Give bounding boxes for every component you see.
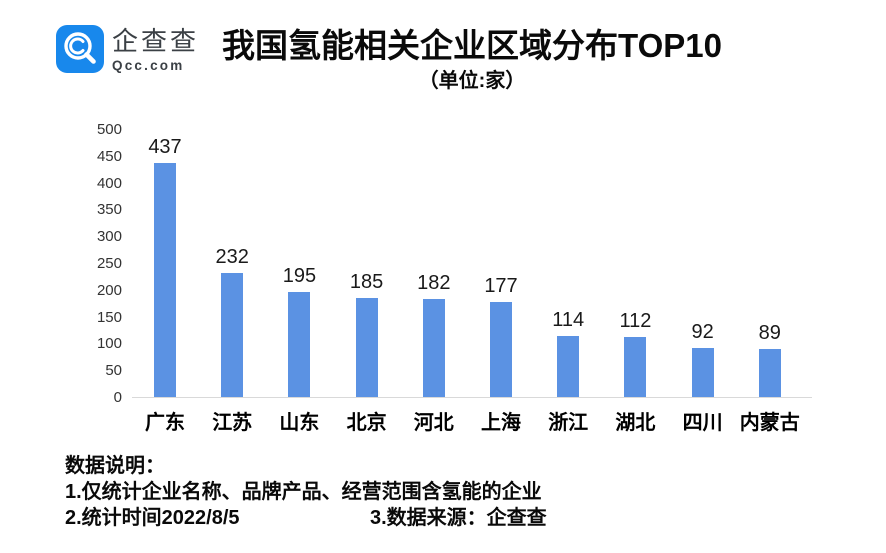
logo-text-block: 企查查 Qcc.com [112,26,199,73]
y-tick-label: 350 [96,201,122,219]
bar-value-label: 92 [691,321,714,343]
bar-value-label: 114 [552,309,585,331]
x-axis-label: 江苏 [212,412,253,434]
x-axis-label: 北京 [346,412,387,434]
x-axis-baseline [132,397,812,398]
footer-note-row: 2.统计时间2022/8/5 3.数据来源：企查查 [65,506,547,531]
bar-上海 [490,302,512,397]
y-tick-label: 200 [96,281,122,299]
footer-note-3: 3.数据来源：企查查 [370,507,547,529]
plot-area: 437 232 195 185 182 177 114 112 92 89 [132,130,812,398]
x-axis-label: 广东 [145,412,185,434]
bar-value-label: 232 [215,246,249,268]
footer-note-1: 1.仅统计企业名称、品牌产品、经营范围含氢能的企业 [65,481,542,503]
bar-浙江 [557,336,580,397]
y-tick-label: 100 [96,335,122,353]
bar-value-label: 185 [349,271,384,293]
y-tick-label: 400 [96,174,122,192]
bar-湖北 [624,337,647,397]
bar-value-label: 89 [758,322,781,344]
title-block: 我国氢能相关企业区域分布TOP10 （单位:家） [222,24,722,94]
bar-河北 [422,299,445,397]
x-axis-label: 山东 [279,412,320,434]
y-tick-label: 250 [96,255,122,272]
y-axis: 0 50 100 150 200 250 300 350 400 450 500 [64,121,122,406]
brand-name: 企查查 [112,26,200,56]
x-axis: 广东 江苏 山东 北京 河北 上海 浙江 湖北 四川 内蒙古 [132,410,812,440]
y-tick-label: 300 [96,228,122,246]
bar-山东 [288,292,311,397]
y-tick-label: 500 [96,121,122,138]
x-axis-label: 河北 [413,412,454,434]
bar-value-label: 177 [484,275,518,297]
x-axis-label: 湖北 [615,412,656,434]
brand-domain: Qcc.com [112,58,185,73]
bar-江苏 [221,273,244,397]
bar-value-label: 182 [417,272,451,294]
y-tick-label: 150 [96,308,122,326]
bar-广东 [154,163,176,397]
bar-北京 [355,298,378,397]
bar-value-label: 195 [282,265,317,287]
y-tick-label: 0 [113,389,122,406]
x-axis-label: 内蒙古 [739,412,800,434]
unit-subtitle: （单位:家） [418,70,526,92]
footer-heading: 数据说明： [65,455,165,477]
x-axis-label: 浙江 [548,412,589,434]
y-tick-label: 50 [105,362,122,380]
y-tick-label: 450 [96,147,122,165]
footer-note-2: 2.统计时间2022/8/5 [65,507,240,529]
bar-value-label: 112 [619,310,652,332]
x-axis-label: 四川 [682,412,723,434]
page-title: 我国氢能相关企业区域分布TOP10 [222,27,722,64]
x-axis-label: 上海 [481,412,521,434]
bar-四川 [691,348,714,397]
qcc-logo-magnifier-icon [56,25,104,73]
bar-内蒙古 [758,349,781,397]
bar-value-label: 437 [148,136,182,158]
logo-background [56,25,104,73]
